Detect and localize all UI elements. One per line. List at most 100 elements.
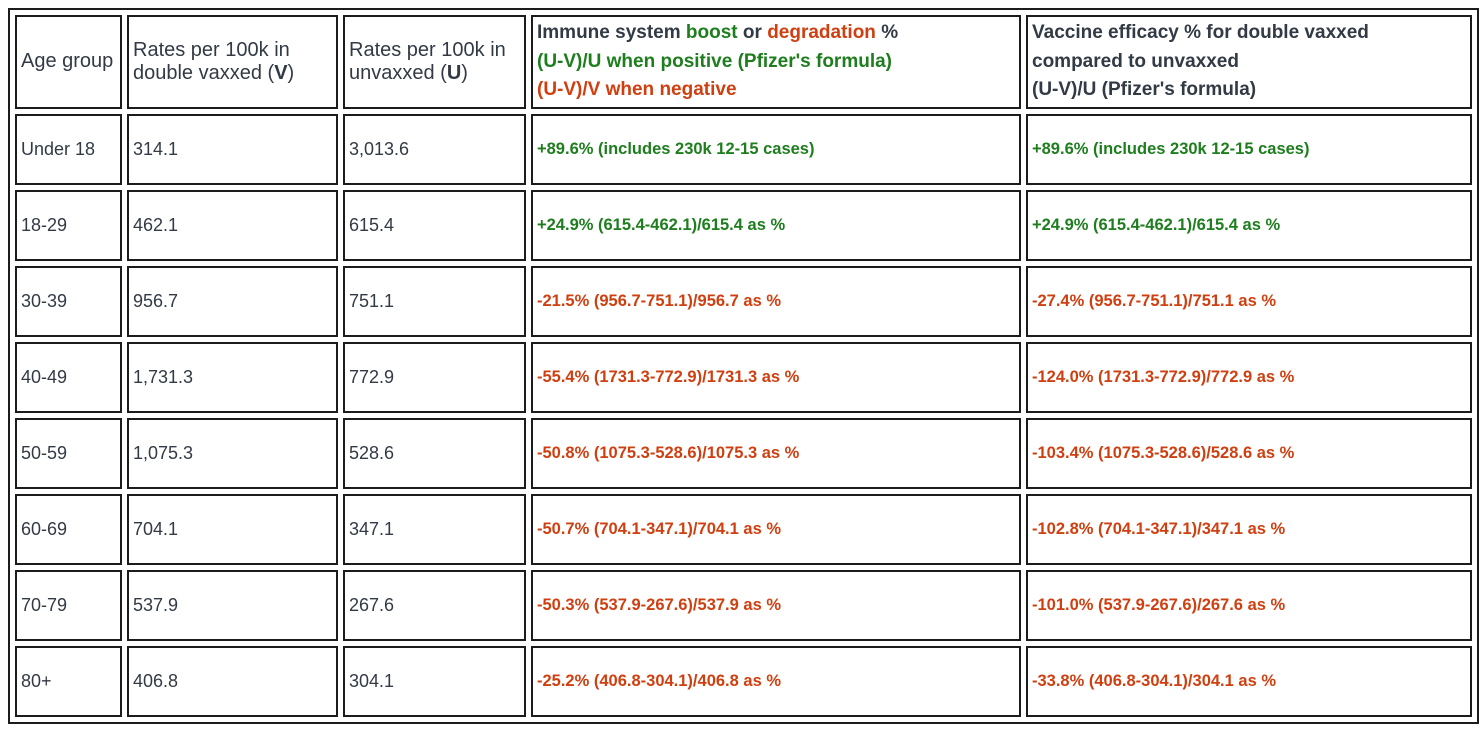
immune-boost-value: -50.8% (1075.3-528.6)/1075.3 as % xyxy=(537,443,800,462)
header-efficacy-line1: Vaccine efficacy % for double vaxxed xyxy=(1032,22,1369,43)
header-unvaxxed-rate: Rates per 100k in unvaxxed (U) xyxy=(343,15,526,109)
immune-boost-cell: +89.6% (includes 230k 12-15 cases) xyxy=(531,113,1021,185)
unvaxxed-rate-value: 528.6 xyxy=(349,442,395,463)
age-group-value: 50-59 xyxy=(21,442,68,463)
efficacy-value: -102.8% (704.1-347.1)/347.1 as % xyxy=(1032,519,1286,538)
header-age-group: Age group xyxy=(15,15,122,109)
unvaxxed-rate-cell: 615.4 xyxy=(343,189,526,261)
unvaxxed-rate-cell: 772.9 xyxy=(343,341,526,413)
table-row: Under 18 314.1 3,013.6 +89.6% (includes … xyxy=(15,113,1472,185)
immune-boost-cell: -25.2% (406.8-304.1)/406.8 as % xyxy=(531,645,1021,717)
efficacy-value: +24.9% (615.4-462.1)/615.4 as % xyxy=(1032,215,1281,234)
immune-boost-cell: -50.7% (704.1-347.1)/704.1 as % xyxy=(531,493,1021,565)
vaxxed-rate-value: 406.8 xyxy=(133,670,179,691)
age-group-cell: 50-59 xyxy=(15,417,122,489)
unvaxxed-rate-cell: 267.6 xyxy=(343,569,526,641)
age-group-value: 70-79 xyxy=(21,594,68,615)
vaxxed-rate-value: 537.9 xyxy=(133,594,179,615)
immune-boost-value: +24.9% (615.4-462.1)/615.4 as % xyxy=(537,215,786,234)
header-efficacy-line2: compared to unvaxxed xyxy=(1032,50,1239,72)
vaxxed-rate-value: 462.1 xyxy=(133,214,179,235)
unvaxxed-rate-value: 615.4 xyxy=(349,214,395,235)
unvaxxed-rate-value: 3,013.6 xyxy=(349,138,410,159)
header-immune-line1: Immune system boost or degradation % xyxy=(537,19,1015,48)
header-unvaxxed-close: ) xyxy=(461,61,468,84)
header-immune-or: or xyxy=(737,22,768,43)
efficacy-value: -103.4% (1075.3-528.6)/528.6 as % xyxy=(1032,443,1295,462)
vaxxed-rate-cell: 406.8 xyxy=(127,645,338,717)
header-age-group-label: Age group xyxy=(21,50,114,73)
age-group-cell: Under 18 xyxy=(15,113,122,185)
vaxxed-rate-cell: 462.1 xyxy=(127,189,338,261)
age-group-value: 80+ xyxy=(21,670,52,691)
vaxxed-rate-value: 314.1 xyxy=(133,138,179,159)
immune-boost-value: -25.2% (406.8-304.1)/406.8 as % xyxy=(537,671,781,690)
age-group-cell: 80+ xyxy=(15,645,122,717)
unvaxxed-rate-value: 772.9 xyxy=(349,366,395,387)
table-row: 18-29 462.1 615.4 +24.9% (615.4-462.1)/6… xyxy=(15,189,1472,261)
table-row: 60-69 704.1 347.1 -50.7% (704.1-347.1)/7… xyxy=(15,493,1472,565)
age-group-value: 60-69 xyxy=(21,518,68,539)
efficacy-cell: -33.8% (406.8-304.1)/304.1 as % xyxy=(1026,645,1472,717)
header-vaccine-efficacy: Vaccine efficacy % for double vaxxed com… xyxy=(1026,15,1472,109)
header-row: Age group Rates per 100k in double vaxxe… xyxy=(15,15,1472,109)
immune-boost-cell: +24.9% (615.4-462.1)/615.4 as % xyxy=(531,189,1021,261)
efficacy-cell: -102.8% (704.1-347.1)/347.1 as % xyxy=(1026,493,1472,565)
efficacy-cell: -27.4% (956.7-751.1)/751.1 as % xyxy=(1026,265,1472,337)
header-unvaxxed-symbol: U xyxy=(446,61,462,84)
vaccine-efficacy-table: Age group Rates per 100k in double vaxxe… xyxy=(8,8,1479,724)
age-group-cell: 18-29 xyxy=(15,189,122,261)
vaxxed-rate-cell: 704.1 xyxy=(127,493,338,565)
vaxxed-rate-value: 956.7 xyxy=(133,290,179,311)
header-unvaxxed-rate-label: Rates per 100k in unvaxxed ( xyxy=(349,38,506,84)
vaxxed-rate-cell: 314.1 xyxy=(127,113,338,185)
age-group-value: 30-39 xyxy=(21,290,68,311)
table-row: 70-79 537.9 267.6 -50.3% (537.9-267.6)/5… xyxy=(15,569,1472,641)
header-vaxxed-symbol: V xyxy=(274,61,288,84)
efficacy-cell: -124.0% (1731.3-772.9)/772.9 as % xyxy=(1026,341,1472,413)
immune-boost-cell: -55.4% (1731.3-772.9)/1731.3 as % xyxy=(531,341,1021,413)
vaxxed-rate-cell: 1,075.3 xyxy=(127,417,338,489)
vaxxed-rate-cell: 956.7 xyxy=(127,265,338,337)
unvaxxed-rate-value: 267.6 xyxy=(349,594,395,615)
immune-boost-value: -50.3% (537.9-267.6)/537.9 as % xyxy=(537,595,781,614)
immune-boost-value: -50.7% (704.1-347.1)/704.1 as % xyxy=(537,519,781,538)
header-immune-formula-negative: (U-V)/V when negative xyxy=(537,79,737,100)
efficacy-cell: -103.4% (1075.3-528.6)/528.6 as % xyxy=(1026,417,1472,489)
unvaxxed-rate-value: 751.1 xyxy=(349,290,395,311)
header-vaxxed-rate-label: Rates per 100k in double vaxxed ( xyxy=(133,38,290,84)
unvaxxed-rate-cell: 304.1 xyxy=(343,645,526,717)
age-group-cell: 60-69 xyxy=(15,493,122,565)
efficacy-cell: -101.0% (537.9-267.6)/267.6 as % xyxy=(1026,569,1472,641)
header-immune-text: Immune system xyxy=(537,22,686,43)
unvaxxed-rate-cell: 751.1 xyxy=(343,265,526,337)
immune-boost-value: -21.5% (956.7-751.1)/956.7 as % xyxy=(537,291,781,310)
vaxxed-rate-value: 704.1 xyxy=(133,518,179,539)
age-group-value: Under 18 xyxy=(21,138,96,159)
immune-boost-cell: -50.8% (1075.3-528.6)/1075.3 as % xyxy=(531,417,1021,489)
vaxxed-rate-cell: 1,731.3 xyxy=(127,341,338,413)
age-group-cell: 30-39 xyxy=(15,265,122,337)
vaxxed-rate-value: 1,731.3 xyxy=(133,366,194,387)
efficacy-value: +89.6% (includes 230k 12-15 cases) xyxy=(1032,139,1310,158)
header-immune-boost: Immune system boost or degradation % (U-… xyxy=(531,15,1021,109)
efficacy-value: -124.0% (1731.3-772.9)/772.9 as % xyxy=(1032,367,1295,386)
efficacy-value: -33.8% (406.8-304.1)/304.1 as % xyxy=(1032,671,1276,690)
unvaxxed-rate-value: 347.1 xyxy=(349,518,395,539)
efficacy-value: -27.4% (956.7-751.1)/751.1 as % xyxy=(1032,291,1276,310)
table-row: 80+ 406.8 304.1 -25.2% (406.8-304.1)/406… xyxy=(15,645,1472,717)
age-group-cell: 70-79 xyxy=(15,569,122,641)
header-vaxxed-close: ) xyxy=(287,61,295,84)
table-row: 50-59 1,075.3 528.6 -50.8% (1075.3-528.6… xyxy=(15,417,1472,489)
efficacy-cell: +24.9% (615.4-462.1)/615.4 as % xyxy=(1026,189,1472,261)
immune-boost-cell: -50.3% (537.9-267.6)/537.9 as % xyxy=(531,569,1021,641)
header-immune-percent: % xyxy=(875,22,899,43)
unvaxxed-rate-cell: 3,013.6 xyxy=(343,113,526,185)
table-body: Age group Rates per 100k in double vaxxe… xyxy=(15,15,1472,717)
efficacy-value: -101.0% (537.9-267.6)/267.6 as % xyxy=(1032,595,1286,614)
immune-boost-value: +89.6% (includes 230k 12-15 cases) xyxy=(537,139,815,158)
header-immune-degradation-word: degradation xyxy=(767,22,876,43)
table-row: 30-39 956.7 751.1 -21.5% (956.7-751.1)/9… xyxy=(15,265,1472,337)
vaxxed-rate-value: 1,075.3 xyxy=(133,442,194,463)
unvaxxed-rate-cell: 528.6 xyxy=(343,417,526,489)
